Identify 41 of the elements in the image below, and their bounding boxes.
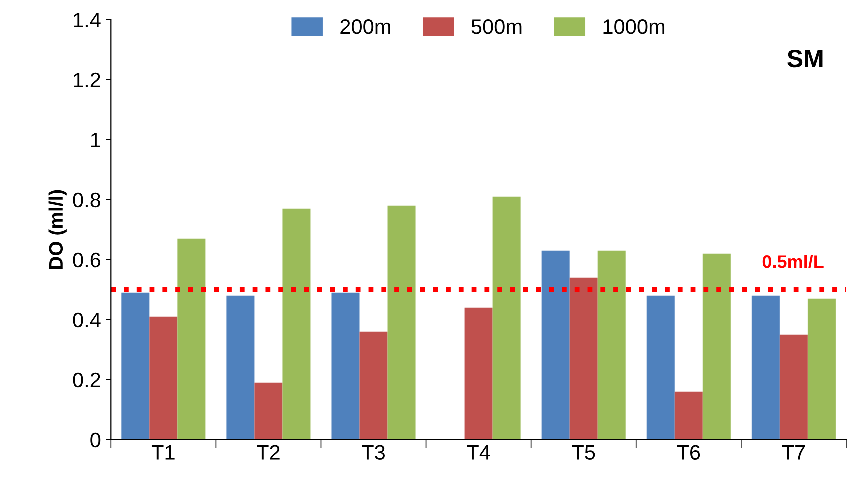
bar xyxy=(780,334,808,440)
legend-label: 500m xyxy=(472,20,522,34)
y-axis-title: DO (ml/l) xyxy=(48,190,67,270)
y-tick-label: 1.2 xyxy=(74,72,100,88)
bar xyxy=(702,254,731,440)
bar xyxy=(646,296,675,440)
bar xyxy=(752,296,780,440)
x-tick-label: T1 xyxy=(152,445,175,460)
bar xyxy=(598,250,626,440)
bar xyxy=(178,238,206,440)
bar xyxy=(226,296,255,440)
ref-line-label: 0.5ml/L xyxy=(762,255,824,268)
y-tick-label: 0.4 xyxy=(73,312,101,328)
x-tick-label: T5 xyxy=(572,445,596,460)
legend-label: 1000m xyxy=(604,20,665,34)
bar xyxy=(674,392,703,440)
x-tick-label: T6 xyxy=(677,445,700,460)
bar xyxy=(150,316,178,440)
bar xyxy=(570,278,598,440)
x-tick-label: T3 xyxy=(362,445,385,460)
bar xyxy=(808,298,836,440)
legend-label: 200m xyxy=(340,20,390,34)
y-tick-label: 0.2 xyxy=(73,372,100,388)
y-tick-label: 1.4 xyxy=(74,13,101,28)
bar xyxy=(282,208,311,440)
bar xyxy=(360,332,388,440)
annotation: SM xyxy=(788,50,823,68)
y-tick-label: 0 xyxy=(90,432,101,448)
y-tick-label: 1 xyxy=(91,133,100,148)
x-tick-label: T4 xyxy=(467,445,490,460)
bar xyxy=(542,250,570,440)
bar xyxy=(464,308,493,440)
bar xyxy=(492,196,521,440)
bar xyxy=(388,206,416,440)
bar xyxy=(122,292,150,440)
y-tick-label: 0.8 xyxy=(73,192,101,208)
y-tick-label: 0.6 xyxy=(73,252,101,268)
bar xyxy=(332,292,360,440)
bar xyxy=(254,382,283,440)
x-tick-label: T2 xyxy=(257,445,280,460)
x-tick-label: T7 xyxy=(782,445,806,460)
